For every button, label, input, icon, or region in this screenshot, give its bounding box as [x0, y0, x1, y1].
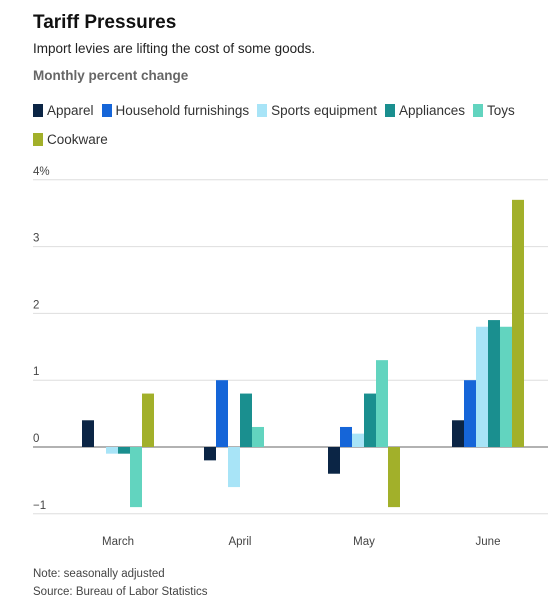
bar-appliances — [240, 393, 252, 447]
legend: Apparel Household furnishings Sports equip… — [33, 102, 543, 147]
x-tick-label: April — [228, 536, 251, 548]
legend-item: Sports equipment — [257, 102, 377, 118]
x-tick-label: May — [353, 536, 375, 548]
bar-sports-equipment — [228, 447, 240, 488]
bar-apparel — [452, 420, 464, 447]
legend-swatch — [384, 103, 395, 117]
chart-subtitle: Import levies are lifting the cost of so… — [33, 41, 316, 56]
chart-title: Tariff Pressures — [33, 12, 177, 33]
bar-toys — [500, 326, 512, 447]
legend-label: Sports equipment — [271, 102, 377, 118]
y-tick-label: 1 — [33, 366, 39, 378]
bar-household-furnishings — [216, 380, 228, 447]
bar-household-furnishings — [464, 380, 476, 447]
legend-label: Appliances — [398, 102, 465, 118]
bar-appliances — [118, 447, 130, 454]
bar-sports-equipment — [352, 433, 364, 447]
bar-toys — [130, 447, 142, 508]
legend-label: Household furnishings — [115, 102, 250, 118]
y-tick-label: 4% — [33, 166, 50, 178]
y-tick-label: 2 — [33, 299, 39, 311]
bar-sports-equipment — [476, 326, 488, 447]
legend-swatch — [473, 103, 483, 117]
bar-appliances — [364, 393, 376, 447]
source-note: Source: Bureau of Labor Statistics — [33, 586, 208, 598]
y-tick-label: 3 — [33, 233, 39, 245]
x-tick-label: June — [476, 536, 501, 548]
legend-item: Apparel — [33, 102, 94, 118]
bar-toys — [252, 426, 264, 447]
y-tick-label: −1 — [33, 500, 46, 512]
legend-label: Cookware — [47, 131, 108, 147]
bar-apparel — [328, 447, 340, 474]
legend-swatch — [101, 103, 112, 117]
bar-toys — [376, 360, 388, 447]
legend-item: Household furnishings — [101, 102, 250, 118]
bar-apparel — [82, 420, 94, 447]
legend-item: Cookware — [33, 131, 108, 147]
bar-cookware — [512, 199, 524, 447]
bar-sports-equipment — [106, 447, 118, 454]
legend-swatch — [33, 132, 43, 146]
x-tick-label: March — [102, 536, 134, 548]
unit-label: Monthly percent change — [33, 68, 189, 83]
y-tick-label: 0 — [33, 433, 39, 445]
bar-appliances — [488, 320, 500, 447]
bar-apparel — [204, 447, 216, 461]
legend-swatch — [257, 103, 268, 117]
bar-cookware — [142, 393, 154, 447]
legend-item: Toys — [473, 102, 515, 118]
bar-cookware — [388, 447, 400, 508]
legend-label: Toys — [487, 102, 515, 118]
legend-item: Appliances — [384, 102, 465, 118]
footnote: Note: seasonally adjusted — [33, 568, 165, 580]
legend-label: Apparel — [47, 102, 94, 118]
legend-swatch — [33, 103, 43, 117]
bar-chart: 4% 3 2 1 0 −1 March April May June — [33, 166, 548, 548]
bar-household-furnishings — [340, 426, 352, 447]
